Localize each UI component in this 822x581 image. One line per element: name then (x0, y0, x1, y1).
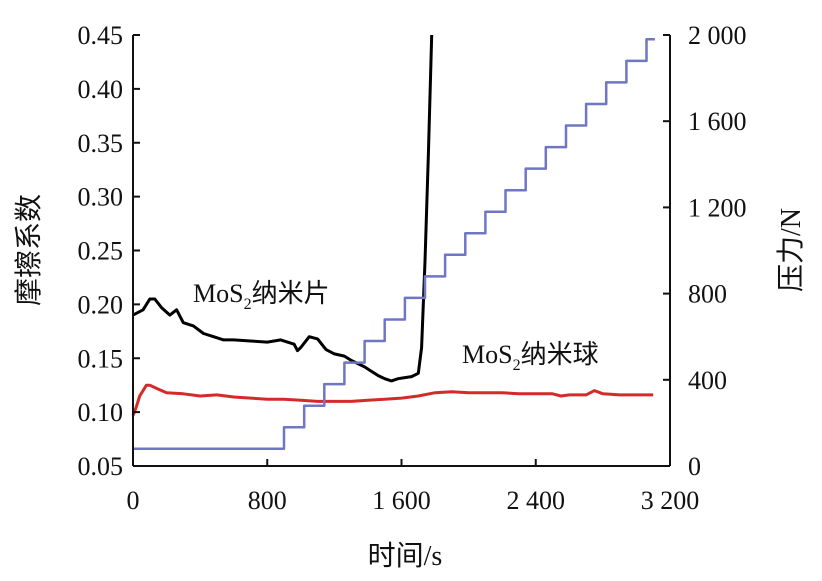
left-y-tick-label: 0.45 (78, 21, 124, 50)
nanosheet-annotation-tail: 纳米片 (252, 279, 330, 308)
x-tick-label: 0 (127, 486, 140, 515)
left-y-tick-label: 0.40 (78, 75, 124, 104)
nanosheet-annotation: MoS2纳米片 (193, 279, 330, 313)
right-y-tick-label: 0 (688, 452, 701, 481)
nanosphere-series-line (131, 383, 654, 416)
right-y-tick-label: 400 (688, 366, 727, 395)
x-axis-title: 时间/s (368, 540, 443, 572)
right-y-axis-title: 压力/N (775, 208, 807, 292)
left-y-tick-label: 0.30 (78, 183, 124, 212)
right-y-tick-label: 800 (688, 280, 727, 309)
nanosheet-annotation-subscript: 2 (244, 296, 252, 313)
x-tick-label: 3 200 (641, 486, 700, 515)
left-y-tick-label: 0.15 (78, 344, 124, 373)
pressure-series-line (133, 38, 655, 451)
series-layer (131, 34, 655, 451)
right-y-tick-label: 2 000 (688, 21, 747, 50)
nanosheet-annotation-main: MoS (193, 279, 244, 308)
left-y-axis-title: 摩擦系数 (13, 194, 45, 306)
nanosphere-annotation-main: MoS (462, 340, 513, 369)
right-y-tick-label: 1 200 (688, 193, 747, 222)
axes-layer (132, 35, 671, 467)
left-y-tick-label: 0.25 (78, 237, 124, 266)
x-tick-label: 800 (248, 486, 287, 515)
left-y-tick-label: 0.05 (78, 452, 124, 481)
nanosphere-annotation-tail: 纳米球 (521, 340, 599, 369)
x-tick-label: 2 400 (507, 486, 566, 515)
nanosphere-annotation-subscript: 2 (513, 357, 521, 374)
right-y-tick-label: 1 600 (688, 107, 747, 136)
nanosphere-annotation: MoS2纳米球 (462, 340, 599, 374)
left-y-tick-label: 0.35 (78, 129, 124, 158)
ticks-layer: 0 800 1 600 2 400 3 200 0.05 0.10 0.15 0.20 0.25 0… (78, 21, 747, 515)
x-tick-label: 1 600 (372, 486, 431, 515)
left-y-tick-label: 0.10 (78, 398, 124, 427)
nanosheet-series-line (132, 34, 434, 383)
left-y-tick-label: 0.20 (78, 290, 124, 319)
